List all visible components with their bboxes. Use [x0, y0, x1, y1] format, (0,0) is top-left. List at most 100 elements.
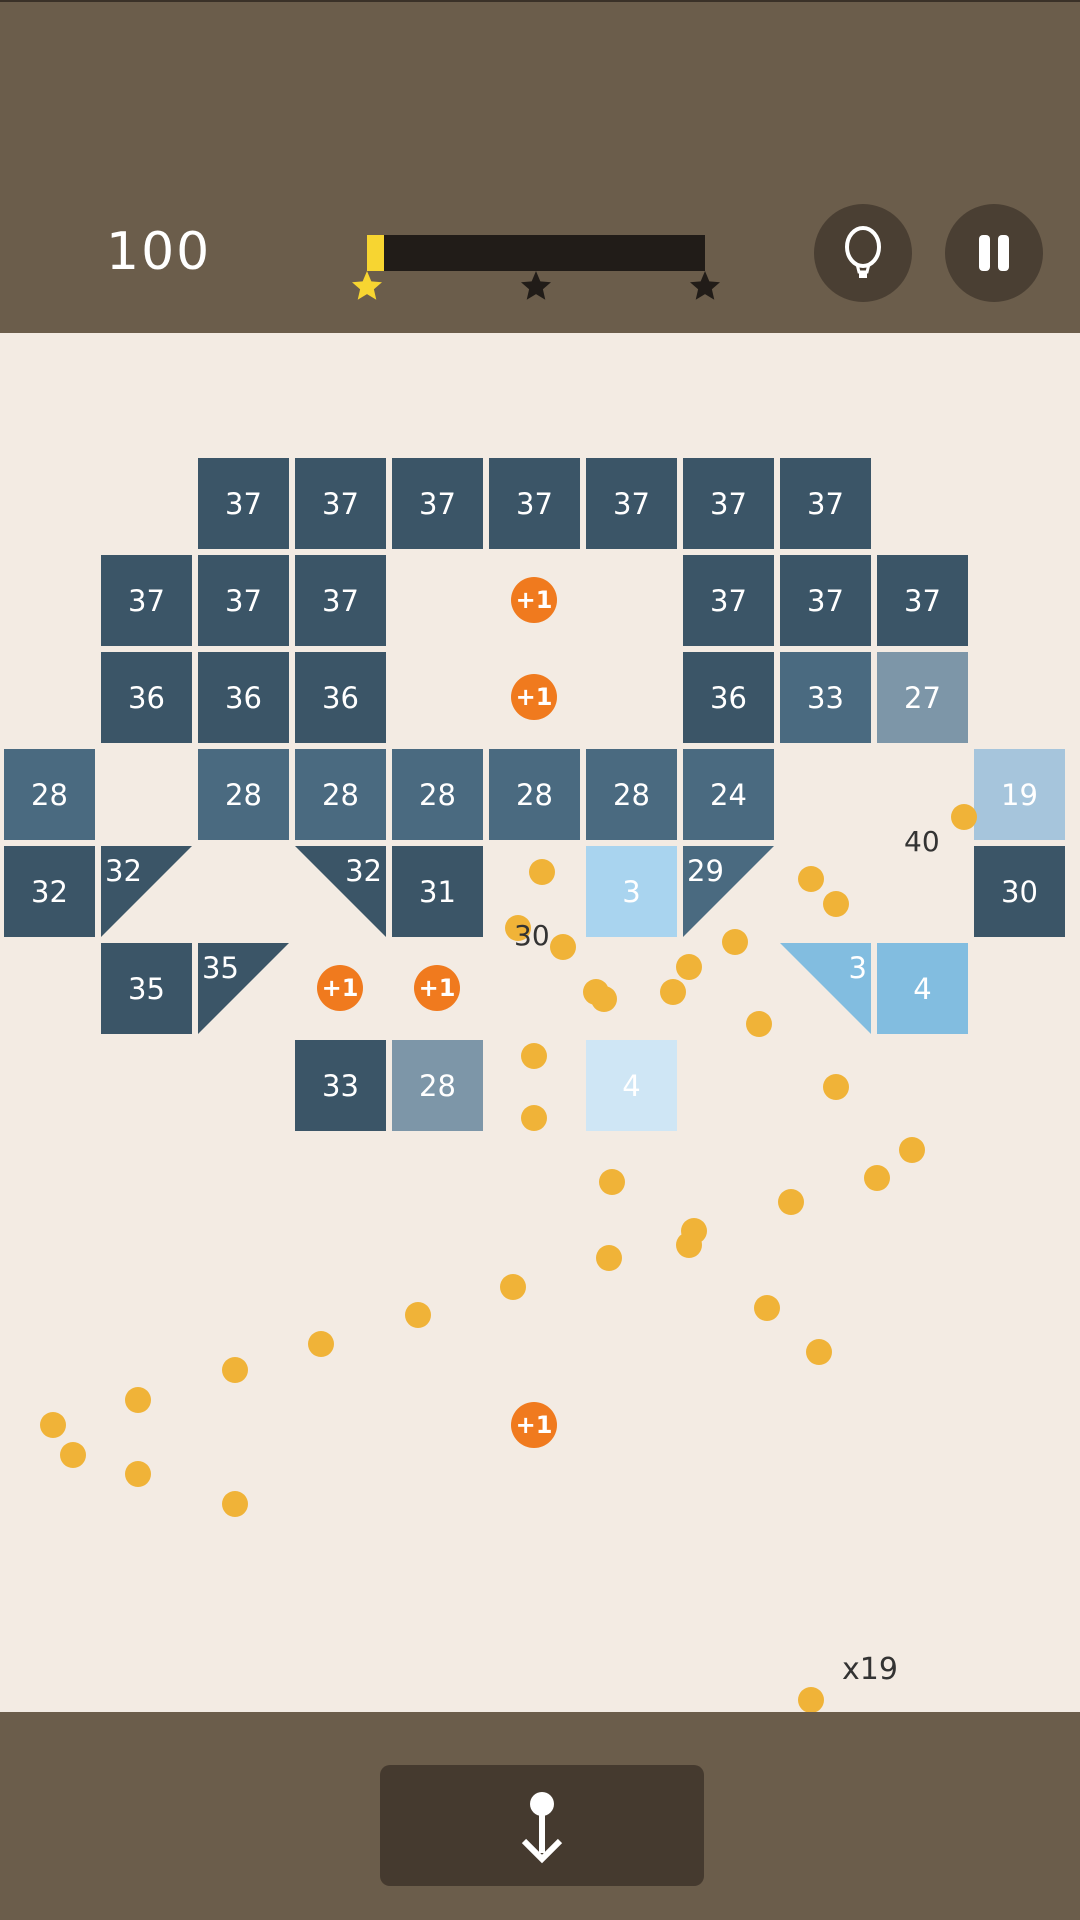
- ball: [60, 1441, 87, 1468]
- brick-hit-count: 37: [225, 486, 262, 521]
- recall-balls-button[interactable]: [380, 1765, 704, 1886]
- ball: [550, 933, 577, 960]
- brick-hit-count: 33: [322, 1068, 359, 1103]
- ball: [660, 978, 687, 1005]
- ball: [590, 986, 617, 1013]
- pause-icon: [979, 235, 1009, 271]
- ball: [823, 890, 850, 917]
- brick-hit-count: 32: [345, 854, 382, 888]
- ball: [595, 1244, 622, 1271]
- brick-hit-count: 3: [622, 874, 641, 909]
- ball: [125, 1461, 152, 1488]
- ball: [307, 1331, 334, 1358]
- brick-hit-count: 28: [516, 777, 553, 812]
- brick: 37: [101, 555, 192, 646]
- star-icon: [687, 268, 723, 304]
- brick: 30: [974, 846, 1065, 937]
- progress-fill: [367, 235, 384, 271]
- ball: [39, 1412, 66, 1439]
- triangle-brick: 32: [101, 846, 192, 937]
- ball: [676, 1232, 703, 1259]
- brick-hit-count: 24: [710, 777, 747, 812]
- plus-one-pickup: +1: [414, 965, 460, 1011]
- ball: [520, 1042, 547, 1069]
- ball: [753, 1294, 780, 1321]
- star-icon: [349, 268, 385, 304]
- brick: 37: [295, 458, 386, 549]
- ball: [746, 1010, 773, 1037]
- brick: 24: [683, 749, 774, 840]
- score: 100: [106, 222, 212, 282]
- ball: [778, 1189, 805, 1216]
- brick-hit-count: 28: [419, 777, 456, 812]
- brick: 33: [295, 1040, 386, 1131]
- brick-hit-count: 36: [225, 680, 262, 715]
- brick-hit-count: 28: [31, 777, 68, 812]
- hint-button[interactable]: [814, 204, 912, 302]
- progress-bar: [367, 235, 705, 271]
- brick-hit-count: 32: [105, 854, 142, 888]
- plus-one-pickup: +1: [317, 965, 363, 1011]
- brick-hit-count: 28: [322, 777, 359, 812]
- triangle-brick: 29: [683, 846, 774, 937]
- ball: [899, 1136, 926, 1163]
- brick-hit-count: 36: [128, 680, 165, 715]
- triangle-brick: 35: [198, 943, 289, 1034]
- brick: 37: [683, 555, 774, 646]
- brick: 28: [198, 749, 289, 840]
- bottom-bar: [0, 1712, 1080, 1920]
- brick: 32: [4, 846, 95, 937]
- brick: 27: [877, 652, 968, 743]
- brick-hit-count: 31: [419, 874, 456, 909]
- anchor-icon: [521, 1792, 563, 1864]
- brick: 28: [295, 749, 386, 840]
- brick: 37: [198, 458, 289, 549]
- ball: [721, 928, 748, 955]
- brick: 37: [877, 555, 968, 646]
- brick-hit-count: 37: [710, 486, 747, 521]
- brick-hit-count: 37: [613, 486, 650, 521]
- brick: 36: [295, 652, 386, 743]
- ball: [520, 1104, 547, 1131]
- brick: 31: [392, 846, 483, 937]
- plus-one-pickup: +1: [511, 674, 557, 720]
- brick: 36: [683, 652, 774, 743]
- brick-hit-count: 33: [807, 680, 844, 715]
- brick-hit-count: 37: [807, 583, 844, 618]
- brick: 36: [198, 652, 289, 743]
- brick: 36: [101, 652, 192, 743]
- brick-hit-count: 4: [622, 1068, 641, 1103]
- floating-number: 30: [514, 919, 550, 952]
- brick-hit-count: 37: [225, 583, 262, 618]
- triangle-brick: 3: [780, 943, 871, 1034]
- brick-hit-count: 35: [202, 951, 239, 985]
- brick-hit-count: 36: [710, 680, 747, 715]
- ball: [222, 1490, 249, 1517]
- brick-hit-count: 37: [322, 583, 359, 618]
- brick: 37: [392, 458, 483, 549]
- ball: [504, 915, 531, 942]
- brick: 28: [586, 749, 677, 840]
- brick-hit-count: 30: [1001, 874, 1038, 909]
- ball: [823, 1074, 850, 1101]
- brick-hit-count: 37: [710, 583, 747, 618]
- brick-hit-count: 28: [225, 777, 262, 812]
- top-bar: 100: [0, 0, 1080, 333]
- brick: 3: [586, 846, 677, 937]
- brick: 35: [101, 943, 192, 1034]
- brick: 37: [295, 555, 386, 646]
- launch-ball: [798, 1687, 824, 1713]
- pause-button[interactable]: [945, 204, 1043, 302]
- brick-hit-count: 37: [516, 486, 553, 521]
- brick-hit-count: 4: [913, 971, 932, 1006]
- brick: 37: [683, 458, 774, 549]
- plus-one-pickup: +1: [511, 577, 557, 623]
- ball: [863, 1164, 890, 1191]
- brick-hit-count: 37: [322, 486, 359, 521]
- playfield[interactable]: 37 37 37 37 37 37 37 37 37 37 +1 37 37 37 36 36 36 +1 36 33…: [0, 333, 1080, 1712]
- brick: 28: [489, 749, 580, 840]
- ball: [806, 1338, 833, 1365]
- brick-hit-count: 28: [613, 777, 650, 812]
- brick: 37: [489, 458, 580, 549]
- floating-number: 40: [904, 825, 940, 858]
